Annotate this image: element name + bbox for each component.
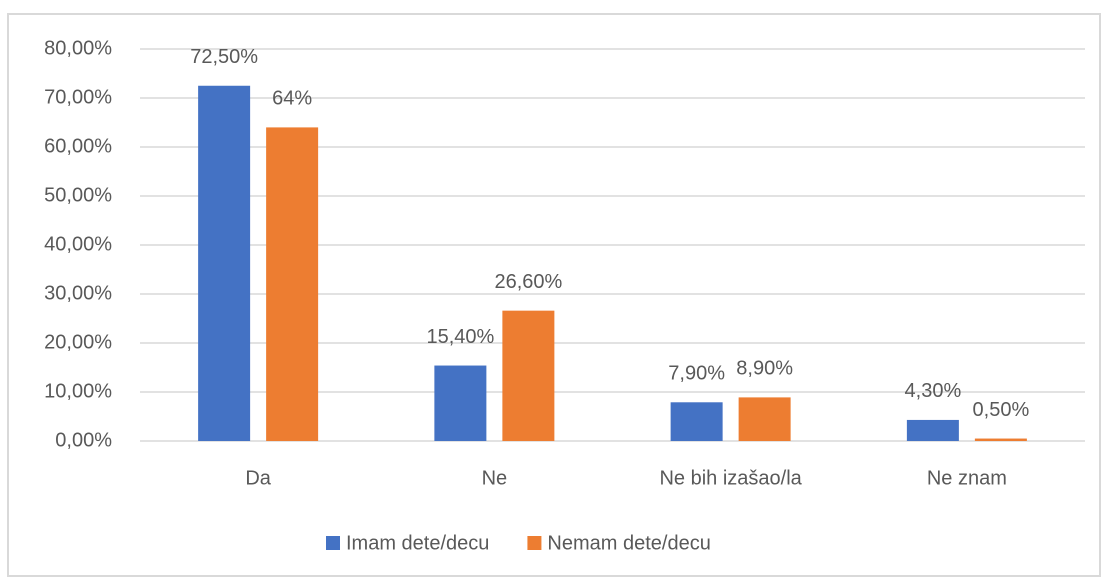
- y-tick-label: 80,00%: [44, 37, 112, 59]
- x-tick-label: Ne znam: [927, 467, 1007, 489]
- legend-swatch: [527, 536, 542, 550]
- bar: [434, 365, 487, 441]
- x-tick-label: Da: [245, 467, 271, 489]
- y-tick-label: 50,00%: [44, 184, 112, 206]
- bar: [502, 310, 555, 441]
- y-tick-label: 60,00%: [44, 135, 112, 157]
- data-label: 72,50%: [190, 46, 258, 68]
- y-tick-label: 0,00%: [55, 429, 112, 451]
- x-tick-label: Ne bih izašao/la: [659, 467, 802, 489]
- y-tick-label: 40,00%: [44, 233, 112, 255]
- data-label: 64%: [272, 88, 312, 110]
- bar: [974, 438, 1027, 441]
- y-tick-label: 70,00%: [44, 86, 112, 108]
- legend-label: Nemam dete/decu: [547, 532, 710, 554]
- y-tick-label: 10,00%: [44, 380, 112, 402]
- bar: [670, 402, 723, 441]
- data-label: 8,90%: [736, 358, 793, 380]
- bar: [906, 419, 959, 441]
- data-label: 15,40%: [426, 326, 494, 348]
- y-tick-label: 30,00%: [44, 282, 112, 304]
- bar: [266, 127, 319, 442]
- data-label: 7,90%: [668, 363, 725, 385]
- x-tick-label: Ne: [482, 467, 508, 489]
- bar: [198, 85, 251, 441]
- data-label: 4,30%: [905, 380, 962, 402]
- chart-border: [7, 13, 1101, 577]
- y-tick-label: 20,00%: [44, 331, 112, 353]
- legend-label: Imam dete/decu: [346, 532, 489, 554]
- data-label: 0,50%: [973, 399, 1030, 421]
- bar: [738, 397, 791, 441]
- data-label: 26,60%: [494, 271, 562, 293]
- legend-swatch: [326, 536, 340, 550]
